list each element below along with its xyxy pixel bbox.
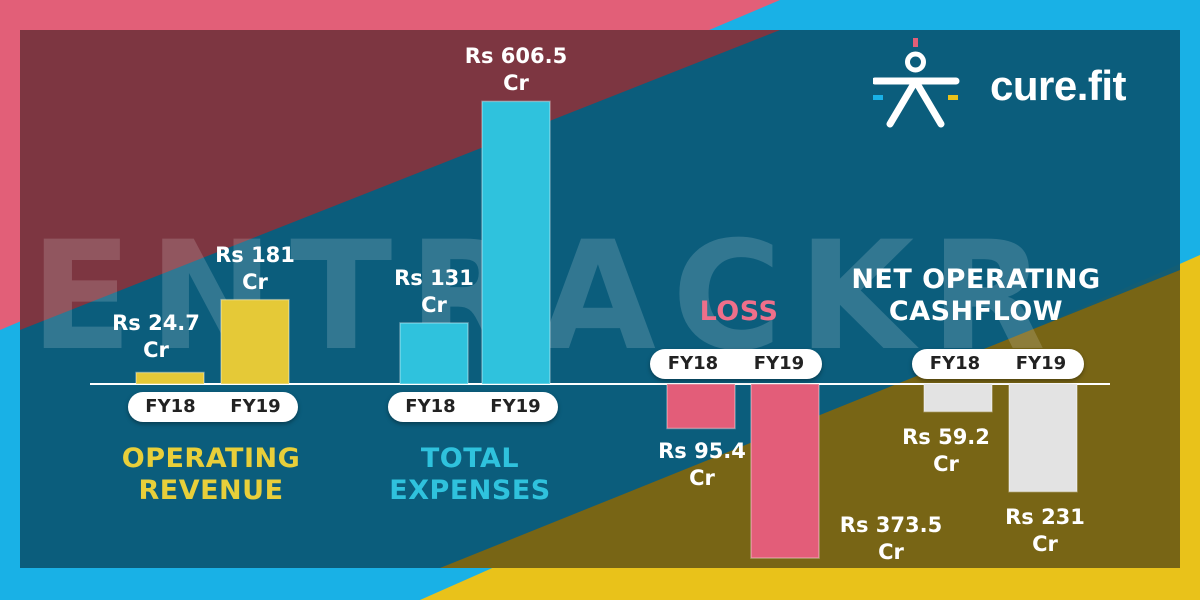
fy-label-fy18: FY18	[145, 396, 196, 417]
loss-bar-fy18	[666, 383, 736, 430]
category-title-line: TOTAL	[420, 443, 520, 474]
value-label-line: Cr	[503, 71, 529, 96]
category-title-line: NET OPERATING	[851, 264, 1101, 295]
value-label-line: Rs 95.4	[658, 439, 746, 464]
operating-revenue-value-label-fy18: Rs 24.7 Cr	[112, 310, 200, 364]
value-label-line: Rs 606.5	[464, 44, 568, 69]
value-label-line: Rs 181	[215, 242, 295, 267]
total-expenses-bar-fy18	[399, 322, 469, 385]
fy-label-fy19: FY19	[753, 353, 805, 374]
category-title-line: LOSS	[699, 296, 779, 327]
value-label-line: Cr	[242, 269, 268, 294]
loss-bar-fy19	[750, 383, 820, 559]
total-expenses-fy-pill: FY18 FY19	[388, 392, 558, 422]
operating-revenue-fy-pill: FY18 FY19	[128, 392, 298, 422]
loss-value-label-fy18: Rs 95.4 Cr	[658, 438, 746, 492]
category-title-line: CASHFLOW	[888, 296, 1064, 327]
total-expenses-value-label-fy18: Rs 131 Cr	[394, 265, 474, 319]
net-operating-cashflow-value-label-fy19: Rs 231 Cr	[1005, 504, 1085, 558]
value-label-line: Cr	[421, 292, 447, 317]
fy-label-fy19: FY19	[490, 396, 541, 417]
net-operating-cashflow-value-label-fy18: Rs 59.2 Cr	[902, 424, 990, 478]
value-label-line: Cr	[689, 466, 715, 491]
net-operating-cashflow-bar-fy18	[923, 383, 993, 413]
fy-label-fy18: FY18	[405, 396, 456, 417]
value-label-line: Cr	[933, 451, 959, 476]
curefit-logo-icon	[873, 38, 960, 128]
loss-title: LOSS	[700, 296, 779, 328]
value-label-line: Cr	[143, 338, 169, 363]
fy-label-fy18: FY18	[667, 353, 719, 374]
total-expenses-bar-fy19	[481, 100, 551, 385]
category-title-line: OPERATING	[121, 443, 301, 474]
net-operating-cashflow-title: NET OPERATING CASHFLOW	[851, 264, 1100, 328]
fy-label-fy19: FY19	[1015, 353, 1067, 374]
value-label-line: Rs 231	[1005, 504, 1085, 529]
brand-name: cure.fit	[990, 62, 1127, 109]
value-label-line: Rs 24.7	[112, 311, 200, 336]
total-expenses-value-label-fy19: Rs 606.5 Cr	[465, 43, 567, 97]
operating-revenue-title: OPERATING REVENUE	[122, 443, 301, 507]
value-label-line: Cr	[878, 540, 904, 565]
fy-label-fy18: FY18	[929, 353, 981, 374]
total-expenses-title: TOTAL EXPENSES	[389, 443, 550, 507]
loss-value-label-fy19: Rs 373.5 Cr	[840, 512, 942, 566]
operating-revenue-bar-fy18	[135, 371, 205, 385]
net-operating-cashflow-bar-fy19	[1008, 383, 1078, 493]
value-label-line: Rs 59.2	[902, 424, 990, 449]
loss-fy-pill: FY18 FY19	[650, 349, 822, 379]
value-label-line: Cr	[1032, 531, 1058, 556]
fy-label-fy19: FY19	[230, 396, 281, 417]
category-title-line: REVENUE	[138, 475, 284, 506]
value-label-line: Rs 373.5	[839, 513, 943, 538]
panel-overlay-maroon	[20, 30, 780, 330]
category-title-line: EXPENSES	[389, 475, 551, 506]
net-operating-cashflow-fy-pill: FY18 FY19	[912, 349, 1084, 379]
operating-revenue-value-label-fy19: Rs 181 Cr	[215, 242, 295, 296]
operating-revenue-bar-fy19	[220, 298, 290, 385]
value-label-line: Rs 131	[394, 265, 474, 290]
